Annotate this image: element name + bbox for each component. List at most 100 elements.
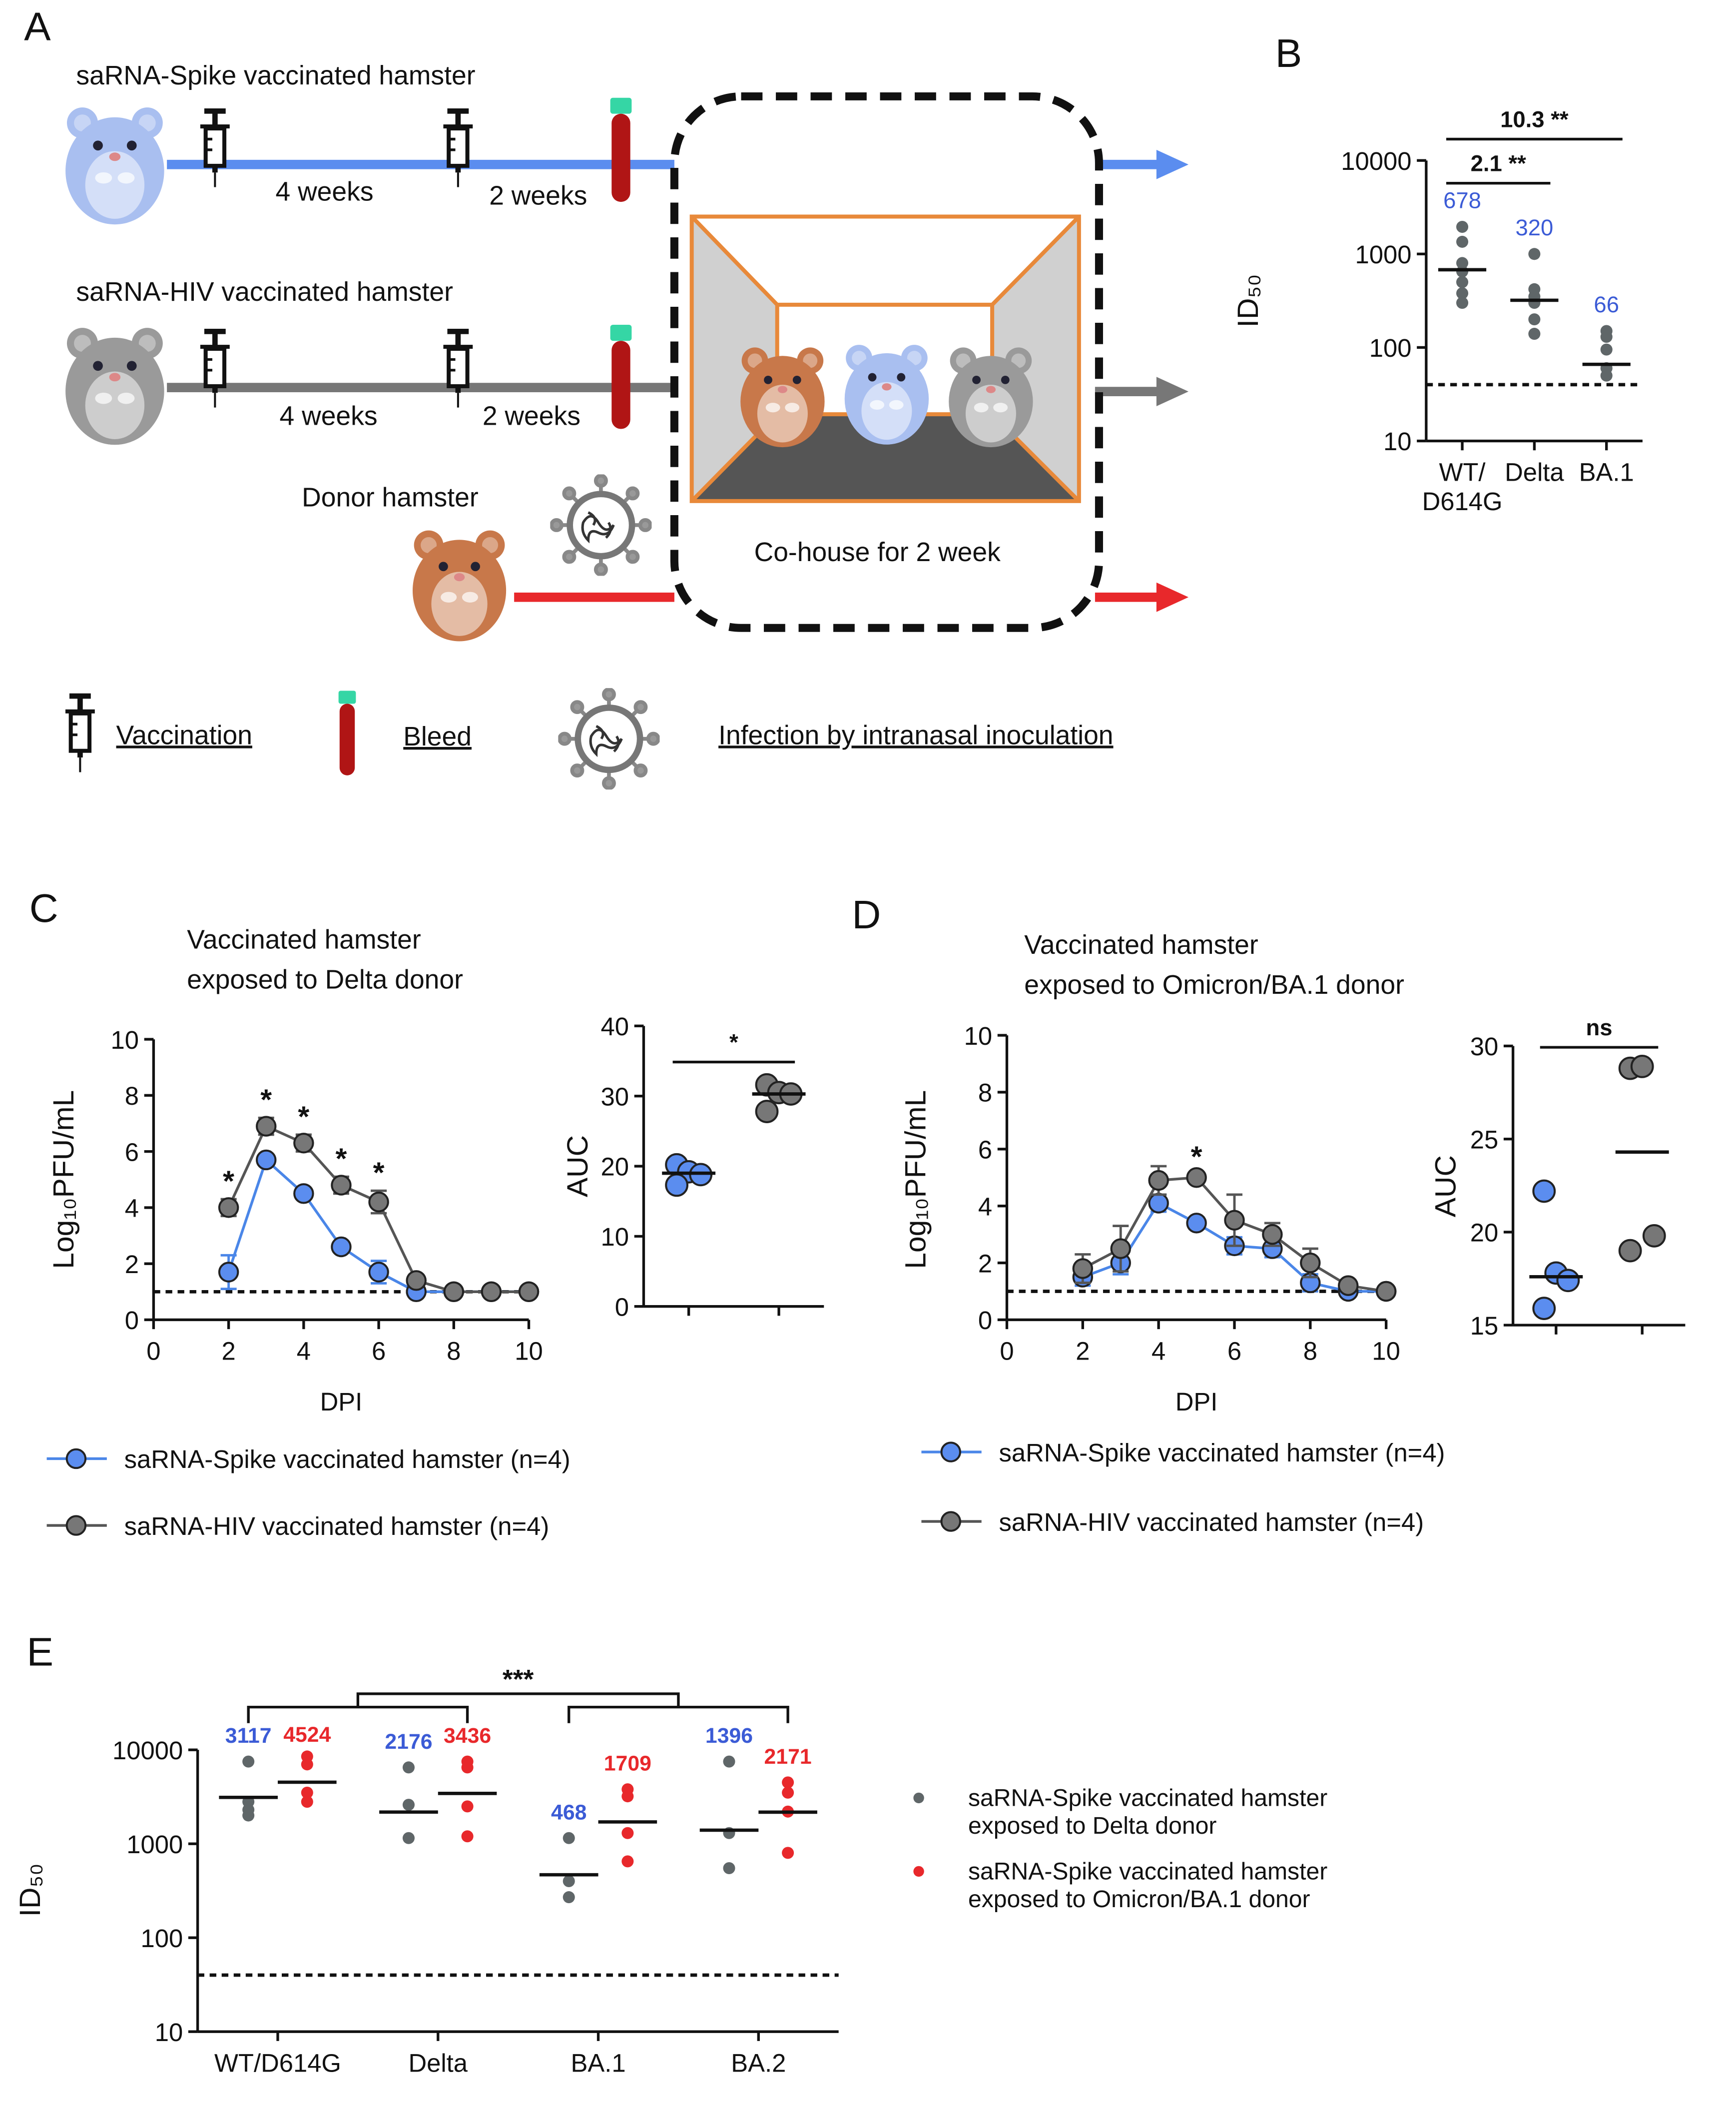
data-point	[1456, 287, 1469, 299]
y-tick-label: 6	[978, 1136, 992, 1164]
data-point	[1186, 1167, 1207, 1188]
x-tick-label: 0	[1000, 1337, 1014, 1366]
legend-label: saRNA-HIV vaccinated hamster (n=4)	[999, 1508, 1424, 1536]
mean-label: 320	[1515, 215, 1553, 240]
data-point	[402, 1832, 415, 1844]
comparison-label: ***	[503, 1665, 534, 1694]
x-tick-label: BA.1	[1579, 458, 1634, 487]
data-point	[1456, 257, 1469, 269]
data-point	[1456, 276, 1469, 288]
data-point	[242, 1809, 255, 1822]
y-tick-label: 100	[141, 1924, 183, 1953]
y-tick-label: 0	[615, 1293, 629, 1321]
comparison-label: ns	[1586, 1015, 1612, 1040]
legend-marker	[940, 1441, 961, 1462]
data-point	[1618, 1239, 1642, 1263]
data-point	[368, 1262, 389, 1283]
syringe-icon	[200, 108, 230, 187]
mean-label: 4524	[283, 1723, 331, 1747]
legend-marker	[65, 1515, 87, 1536]
data-point	[621, 1790, 634, 1803]
comparison-label: *	[729, 1029, 738, 1055]
hamster-icon	[65, 328, 164, 445]
data-point	[242, 1755, 255, 1768]
data-point	[1375, 1281, 1397, 1302]
syringe-icon	[443, 329, 473, 408]
group-label: saRNA-HIV vaccinated hamster	[76, 277, 453, 307]
syringe-icon	[443, 108, 473, 187]
group-label: Donor hamster	[302, 483, 479, 513]
data-point	[218, 1262, 239, 1283]
data-point	[293, 1183, 314, 1204]
y-axis-label: ID₅₀	[1232, 274, 1264, 327]
data-point	[461, 1830, 474, 1843]
x-tick-label: 10	[1372, 1337, 1400, 1366]
interval-label: 2 weeks	[489, 181, 587, 210]
y-tick-label: 10	[155, 2018, 183, 2047]
data-point	[402, 1761, 415, 1774]
data-point	[621, 1827, 634, 1839]
legend-label: Vaccination	[116, 720, 252, 750]
data-point	[1224, 1210, 1245, 1231]
y-axis-label: Log₁₀PFU/mL	[899, 1090, 932, 1269]
interval-label: 2 weeks	[483, 401, 580, 431]
tube-icon	[610, 97, 632, 202]
mean-label: 678	[1443, 188, 1481, 213]
chart-title: Vaccinated hamster	[187, 925, 421, 954]
data-point	[563, 1875, 575, 1888]
significance-marker: *	[1191, 1141, 1202, 1173]
mean-label: 3436	[444, 1724, 491, 1748]
data-point	[1600, 343, 1613, 356]
data-point	[755, 1100, 779, 1123]
x-tick-label: 2	[222, 1337, 236, 1366]
syringe-icon	[200, 329, 230, 408]
data-point	[782, 1847, 794, 1859]
data-point	[1110, 1238, 1131, 1259]
data-point	[331, 1175, 352, 1196]
data-point	[563, 1832, 575, 1844]
x-tick-label: Delta	[1505, 458, 1564, 487]
data-point	[301, 1758, 313, 1771]
data-point	[1600, 369, 1613, 382]
x-tick-label: WT/D614G	[1422, 458, 1503, 516]
panel-label: B	[1275, 30, 1302, 75]
data-point	[1262, 1224, 1283, 1245]
data-point	[293, 1133, 314, 1154]
data-point	[1600, 331, 1613, 343]
comparison-label: 2.1 **	[1471, 151, 1526, 176]
cohouse-label: Co-house for 2 week	[754, 538, 1001, 567]
legend-label: Infection by intranasal inoculation	[718, 720, 1113, 750]
virus-icon	[552, 476, 650, 575]
x-tick-label: 0	[146, 1337, 160, 1366]
y-tick-label: 2	[125, 1250, 139, 1279]
y-tick-label: 2	[978, 1249, 992, 1278]
x-tick-label: BA.1	[571, 2049, 626, 2077]
tube-icon	[610, 324, 632, 429]
x-axis-label: DPI	[320, 1388, 363, 1416]
arrow-head	[1156, 582, 1189, 612]
y-tick-label: 100	[1369, 334, 1412, 362]
data-point	[402, 1799, 415, 1811]
panel-label: C	[29, 885, 58, 930]
x-tick-label: Delta	[409, 2049, 468, 2077]
data-point	[1528, 313, 1541, 326]
legend-marker	[940, 1511, 961, 1532]
x-tick-label: 8	[1303, 1337, 1317, 1366]
x-tick-label: WT/D614G	[214, 2049, 341, 2077]
data-point	[665, 1173, 688, 1197]
data-point	[1532, 1297, 1556, 1320]
hamster-icon	[949, 347, 1033, 448]
data-point	[1186, 1213, 1207, 1234]
data-point	[1642, 1224, 1666, 1248]
data-point	[1072, 1258, 1094, 1279]
chart-title: exposed to Delta donor	[187, 965, 463, 995]
data-point	[256, 1116, 277, 1137]
y-tick-label: 15	[1470, 1312, 1498, 1340]
hamster-icon	[412, 530, 507, 642]
mean-label: 468	[551, 1800, 586, 1824]
y-axis-label: ID₅₀	[14, 1863, 46, 1917]
y-tick-label: 10	[964, 1022, 992, 1050]
x-tick-label: 8	[447, 1337, 461, 1366]
